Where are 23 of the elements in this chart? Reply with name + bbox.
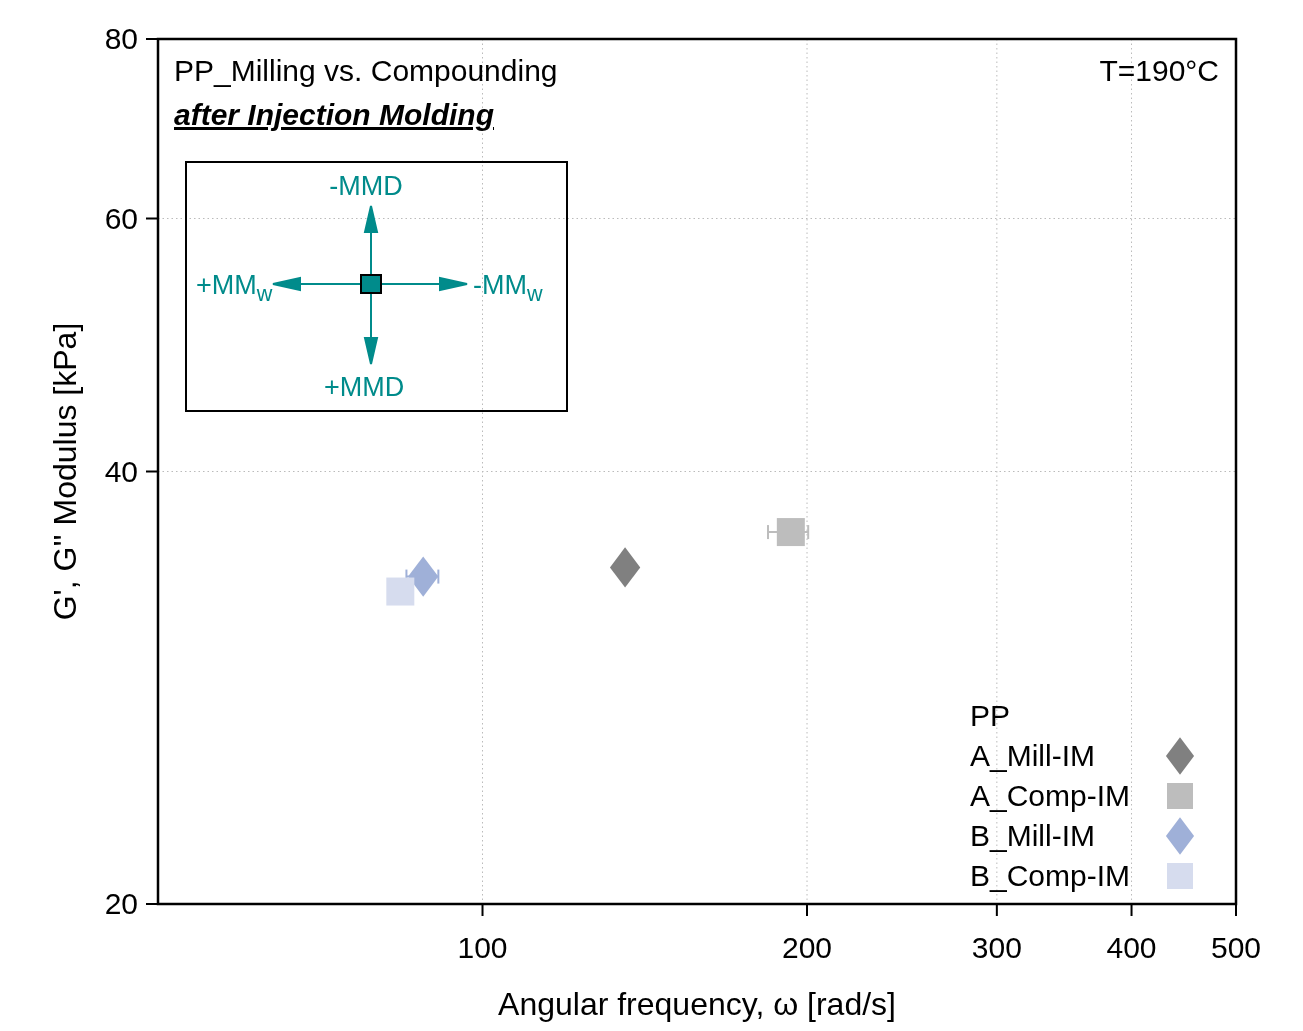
annotation: -MM$_{w}$ [473, 270, 543, 306]
legend-label: A_Comp-IM [970, 779, 1131, 812]
x-axis-title: Angular frequency, ω [rad/s] [498, 986, 896, 1022]
legend-label: B_Comp-IM [970, 859, 1131, 892]
annotation: +MMD [323, 372, 405, 402]
annotation: -MMD [329, 171, 403, 201]
x-tick-label: 500 [1210, 931, 1262, 964]
y-tick-label: 60 [104, 201, 138, 235]
legend-title: PP [970, 699, 1011, 732]
y-tick-label: 20 [104, 887, 138, 920]
y-tick-label: 80 [104, 22, 138, 55]
annotation: after Injection Molding [174, 98, 494, 131]
x-tick-label: 300 [971, 931, 1022, 964]
annotation: +MM$_{w}$ [196, 270, 273, 306]
y-axis-title: G', G'' Modulus [kPa] [47, 322, 83, 621]
annotation: T=190°C [1099, 54, 1219, 87]
x-tick-label: 200 [781, 931, 833, 964]
annotation: PP_Milling vs. Compounding [174, 54, 558, 87]
x-tick-label: 100 [457, 931, 508, 964]
legend-label: B_Mill-IM [970, 819, 1095, 852]
legend-label: A_Mill-IM [970, 739, 1095, 772]
y-tick-label: 40 [104, 454, 138, 488]
x-tick-label: 400 [1106, 931, 1157, 964]
